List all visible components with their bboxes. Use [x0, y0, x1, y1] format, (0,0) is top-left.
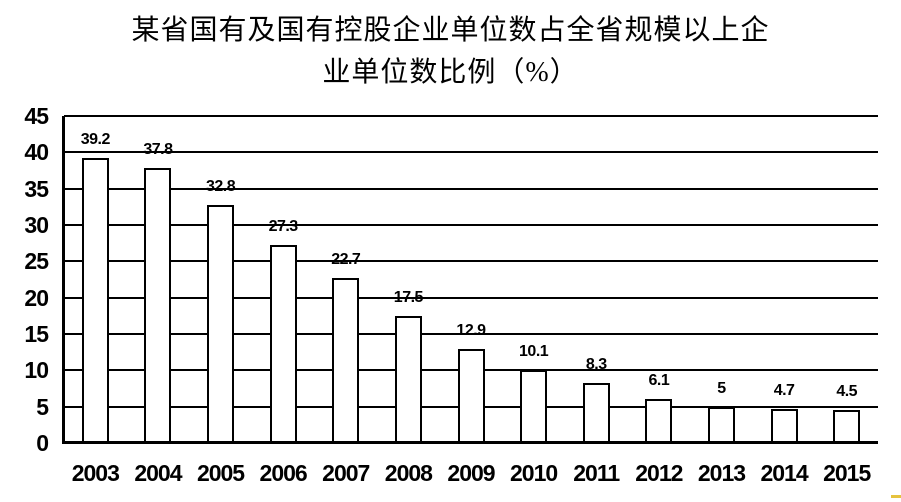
y-tick-label-25: 25 — [24, 248, 49, 275]
plot-area: 45 40 35 30 25 20 15 10 5 0 39.2 2003 37.8 2004 32.8 20… — [24, 105, 878, 486]
value-label-2005: 32.8 — [205, 177, 236, 195]
bar-2005 — [207, 204, 235, 443]
y-tick-label-5: 5 — [36, 393, 49, 420]
bar-2003 — [81, 158, 109, 443]
x-tick-label-2007: 2007 — [322, 460, 370, 486]
bar-2004 — [144, 168, 172, 443]
y-tick-label-10: 10 — [24, 357, 49, 384]
y-tick-label-45: 45 — [24, 103, 49, 129]
gridline-y-20 — [64, 296, 878, 299]
y-tick-label-0: 0 — [36, 430, 49, 456]
x-tick-label-2015: 2015 — [823, 460, 871, 486]
bar-2008 — [394, 315, 422, 443]
x-tick-label-2013: 2013 — [697, 460, 746, 486]
x-tick-label-2009: 2009 — [447, 460, 495, 486]
y-tick-label-20: 20 — [24, 284, 49, 311]
value-label-2013: 5 — [717, 379, 726, 397]
gridline-y-40 — [64, 151, 878, 154]
corner-artifact-mark — [891, 495, 901, 498]
value-label-2004: 37.8 — [143, 141, 173, 159]
y-axis-line — [62, 116, 65, 443]
bar-2015 — [833, 410, 861, 443]
x-axis-line — [62, 441, 878, 444]
value-label-2012: 6.1 — [648, 371, 670, 389]
bar-2011 — [582, 382, 610, 443]
value-label-2008: 17.5 — [393, 288, 424, 306]
bar-2014 — [770, 408, 798, 443]
gridline-y-15 — [64, 333, 878, 335]
y-tick-label-40: 40 — [24, 139, 49, 166]
chart-title-line-2: 业单位数比例（%） — [322, 57, 579, 88]
x-tick-label-2008: 2008 — [384, 460, 433, 486]
x-tick-label-2010: 2010 — [510, 460, 558, 486]
gridline-y-30 — [64, 224, 878, 226]
x-tick-label-2011: 2011 — [573, 460, 620, 486]
x-tick-label-2003: 2003 — [71, 460, 120, 486]
value-label-2011: 8.3 — [585, 355, 607, 373]
value-label-2010: 10.1 — [519, 342, 549, 360]
bar-2010 — [520, 369, 548, 443]
x-tick-label-2014: 2014 — [760, 460, 808, 486]
value-label-2007: 22.7 — [331, 251, 361, 269]
bar-2007 — [332, 278, 360, 443]
x-tick-label-2012: 2012 — [635, 460, 683, 486]
bar-2013 — [707, 406, 735, 443]
bar-2009 — [457, 349, 485, 443]
y-tick-label-15: 15 — [24, 321, 49, 347]
x-tick-label-2004: 2004 — [134, 460, 182, 486]
x-tick-label-2006: 2006 — [259, 460, 308, 486]
gridline-y-25 — [64, 260, 878, 263]
chart-title: 某省国有及国有控股企业单位数占全省规模以上企 业单位数比例（%） — [0, 10, 901, 94]
bar-2006 — [269, 244, 297, 443]
bar-2012 — [645, 398, 673, 443]
value-label-2006: 27.3 — [268, 217, 299, 235]
gridline-y-45 — [64, 115, 878, 117]
value-label-2009: 12.9 — [456, 322, 486, 340]
value-label-2014: 4.7 — [773, 381, 795, 399]
y-tick-label-30: 30 — [24, 212, 49, 238]
y-tick-label-35: 35 — [24, 175, 49, 202]
gridline-y-35 — [64, 187, 878, 190]
chart-title-line-1: 某省国有及国有控股企业单位数占全省规模以上企 — [131, 15, 770, 46]
value-label-2003: 39.2 — [80, 131, 111, 149]
value-label-2015: 4.5 — [836, 383, 858, 401]
x-tick-label-2005: 2005 — [196, 460, 245, 486]
